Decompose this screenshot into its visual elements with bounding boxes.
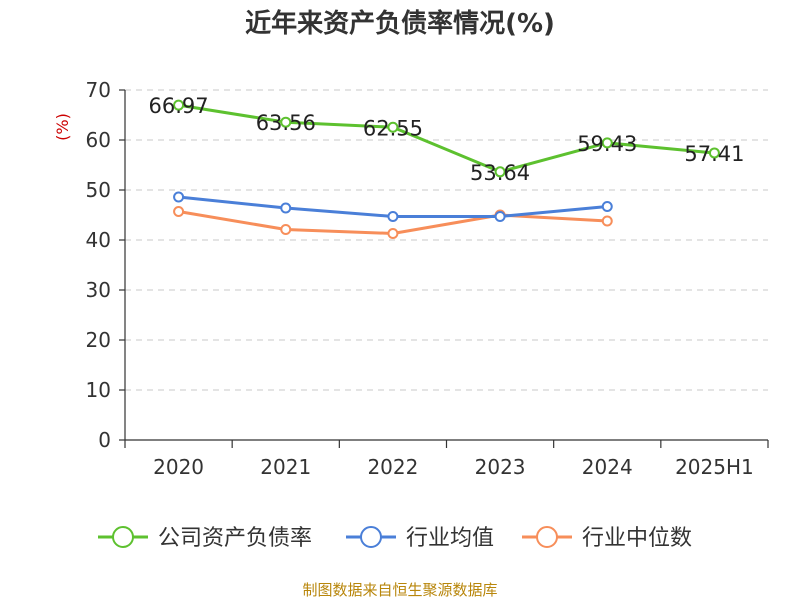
data-label: 59.43 — [577, 132, 637, 156]
data-point — [280, 202, 292, 214]
data-point — [494, 166, 506, 178]
data-label: 66.97 — [149, 94, 209, 118]
data-point — [708, 147, 720, 159]
x-tick-label: 2023 — [475, 455, 526, 479]
legend-label: 行业中位数 — [582, 526, 692, 551]
legend: 公司资产负债率 行业均值 行业中位数 — [98, 526, 692, 551]
data-point — [173, 99, 185, 111]
data-point — [173, 191, 185, 203]
y-tick-label: 50 — [86, 178, 111, 202]
data-label: 63.56 — [256, 111, 316, 135]
legend-item-0: 公司资产负债率 — [98, 526, 312, 551]
y-tick-label: 30 — [86, 278, 111, 302]
x-tick-label: 2020 — [153, 455, 204, 479]
axes: 0 10 20 30 40 50 60 70 2020 2021 2022 2023 2024 2025H… — [86, 78, 769, 479]
legend-item-1: 行业均值 — [346, 526, 494, 551]
data-point — [494, 211, 506, 222]
grid-lines — [125, 89, 768, 391]
data-label: 57.41 — [684, 142, 744, 166]
y-axis-label: (%) — [53, 113, 72, 141]
series-line — [178, 103, 715, 174]
data-point — [387, 228, 399, 239]
data-point — [280, 224, 292, 235]
legend-marker — [536, 526, 558, 548]
y-tick-label: 70 — [86, 78, 111, 102]
x-tick-label: 2021 — [260, 455, 311, 479]
data-point — [601, 137, 613, 149]
data-point — [280, 116, 292, 128]
data-label: 62.55 — [363, 116, 423, 140]
data-point — [387, 121, 399, 133]
data-label: 53.64 — [470, 161, 530, 185]
y-tick-label: 0 — [98, 428, 111, 452]
data-point — [601, 201, 613, 212]
series-layer: 66.97 63.56 62.55 53.64 59.43 57.41 — [149, 94, 744, 239]
legend-label: 公司资产负债率 — [158, 526, 312, 551]
y-tick-label: 20 — [86, 328, 111, 352]
legend-marker — [112, 526, 134, 548]
x-tick-label: 2025H1 — [675, 455, 754, 479]
series-1 — [173, 191, 613, 222]
y-tick-label: 60 — [86, 128, 111, 152]
source-note: 制图数据来自恒生聚源数据库 — [302, 581, 497, 599]
legend-label: 行业均值 — [406, 526, 494, 551]
y-tick-label: 40 — [86, 228, 111, 252]
x-tick-label: 2022 — [367, 455, 418, 479]
legend-item-2: 行业中位数 — [522, 526, 692, 551]
data-point — [387, 211, 399, 222]
chart-title: 近年来资产负债率情况(%) — [245, 8, 555, 39]
data-point — [173, 206, 185, 217]
y-tick-label: 10 — [86, 378, 111, 402]
legend-marker — [360, 526, 382, 548]
x-tick-label: 2024 — [582, 455, 633, 479]
series-0 — [173, 99, 720, 178]
data-point — [601, 215, 613, 227]
